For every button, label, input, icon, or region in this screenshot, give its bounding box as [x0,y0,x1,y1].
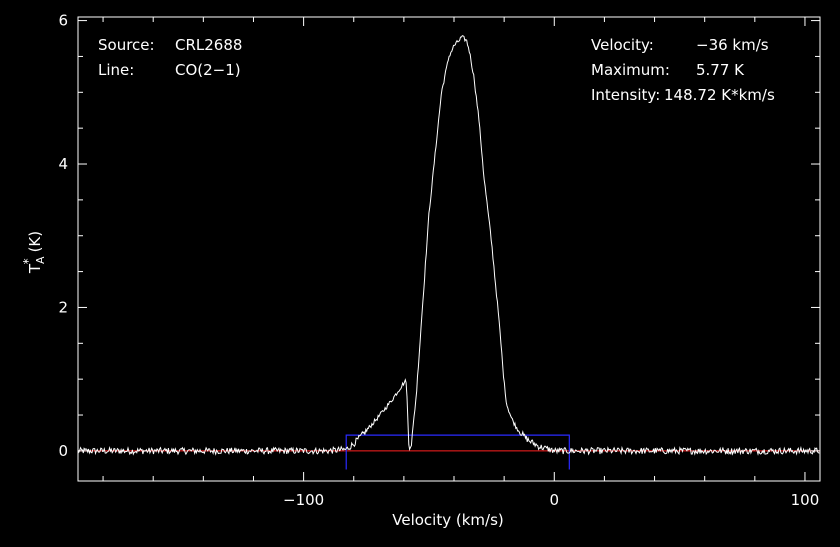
info-right-value: −36 km/s [696,36,769,54]
info-left-key: Source: [98,36,155,54]
info-left: Source: CRL2688 Line: CO(2−1) [98,36,242,79]
info-left-value: CO(2−1) [175,61,241,79]
y-axis-label-base: T [26,263,44,274]
y-axis-label-unit: (K) [26,231,44,253]
spectrum-layer [77,35,820,456]
spectrum-line [77,35,820,456]
info-left-value: CRL2688 [175,36,242,54]
y-tick-label: 6 [58,12,68,30]
y-tick-label: 4 [58,155,68,173]
y-ticks: 0 2 4 6 [58,12,820,460]
info-left-key: Line: [98,61,134,79]
info-right-value: 5.77 K [696,61,745,79]
y-tick-label: 2 [58,298,68,316]
x-ticks: −100 0 100 [102,17,820,509]
y-axis-label: TA* (K) [21,231,47,274]
plot-frame [77,16,821,482]
info-right-value: 148.72 K*km/s [664,86,775,104]
y-tick-label: 0 [58,442,68,460]
svg-text:TA*(K): TA* (K) [21,231,47,274]
info-right-key: Intensity: [591,86,660,104]
x-axis-label: Velocity (km/s) [392,511,503,529]
info-right: Velocity: −36 km/s Maximum: 5.77 K Intensity… [591,36,775,104]
info-right-key: Velocity: [591,36,654,54]
x-tick-label: 0 [550,491,560,509]
x-tick-label: −100 [283,491,324,509]
y-axis-label-sub: A [34,256,47,264]
x-tick-label: 100 [791,491,820,509]
info-right-key: Maximum: [591,61,670,79]
y-axis-label-sup: * [21,258,35,264]
axes [77,16,821,482]
